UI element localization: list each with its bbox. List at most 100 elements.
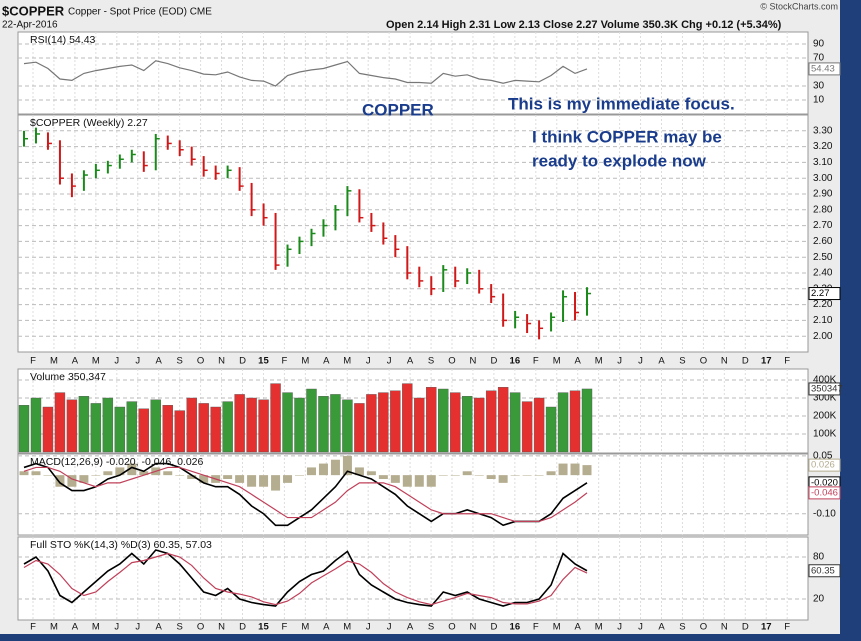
x-tick-label: F — [281, 356, 287, 367]
value-marker — [808, 382, 841, 396]
x-tick-label: O — [448, 356, 455, 367]
histogram-bar — [546, 471, 556, 476]
panel — [17, 368, 809, 454]
histogram-bar — [558, 463, 568, 476]
line — [23, 466, 588, 523]
y-tick-label: 2.80 — [813, 204, 833, 215]
y-tick-label: 3.30 — [813, 125, 833, 136]
volume-bar — [30, 397, 42, 453]
x-tick-label: 17 — [761, 622, 772, 633]
histogram-bar — [318, 463, 328, 476]
symbol: $COPPER — [2, 3, 65, 18]
volume-bar — [114, 406, 126, 453]
x-tick-label: F — [784, 622, 790, 633]
x-tick-label: S — [679, 622, 685, 633]
x-tick-label: D — [239, 356, 246, 367]
histogram-bar — [79, 475, 89, 483]
x-tick-label: M — [92, 622, 100, 633]
x-tick-label: S — [176, 356, 182, 367]
x-tick-label: A — [407, 622, 414, 633]
x-tick-label: N — [218, 356, 225, 367]
volume-bar — [366, 394, 377, 453]
x-tick-label: F — [281, 622, 287, 633]
histogram-bar — [354, 467, 364, 476]
histogram-bar — [378, 475, 388, 479]
value-marker-label: 0.026 — [811, 460, 835, 471]
histogram-bar — [247, 475, 257, 487]
histogram-bar — [390, 475, 400, 483]
histogram-bar — [582, 465, 592, 476]
volume-bar — [581, 388, 593, 453]
y-tick-label: 2.00 — [813, 331, 833, 342]
volume-bar — [54, 392, 66, 453]
x-tick-label: S — [428, 356, 434, 367]
y-tick-label: 90 — [813, 39, 825, 50]
x-tick-label: J — [617, 622, 622, 633]
panel-title: $COPPER (Weekly) 2.27 — [30, 117, 148, 129]
histogram-bar — [115, 467, 125, 476]
line — [23, 552, 588, 606]
histogram-bar — [163, 471, 173, 476]
y-tick-label: 2.70 — [813, 220, 833, 231]
x-tick-label: M — [553, 356, 561, 367]
histogram-bar — [426, 475, 436, 487]
volume-bar — [18, 405, 30, 453]
volume-bar — [390, 390, 401, 453]
quote: Open 2.14 High 2.31 Low 2.13 Close 2.27 … — [386, 19, 782, 31]
volume-bar — [497, 387, 509, 453]
x-tick-label: N — [470, 622, 477, 633]
histogram-bar — [450, 475, 460, 476]
y-tick-label: 2.50 — [813, 252, 833, 263]
histogram-bar — [570, 463, 580, 476]
histogram-bar — [271, 475, 281, 491]
x-tick-label: 15 — [258, 356, 269, 367]
x-tick-label: O — [700, 622, 707, 633]
x-tick-label: D — [742, 356, 749, 367]
histogram-bar — [474, 475, 484, 476]
x-tick-label: M — [343, 622, 351, 633]
volume-bar — [342, 399, 353, 453]
volume-bar — [414, 397, 425, 453]
histogram-bar — [67, 475, 77, 487]
histogram-bar — [43, 475, 53, 476]
volume-bar — [521, 401, 533, 453]
value-marker-label: 60.35 — [811, 565, 835, 576]
date: 22-Apr-2016 — [2, 20, 58, 31]
panel — [17, 114, 809, 353]
volume-bar — [485, 390, 497, 453]
volume-bar — [198, 403, 209, 453]
histogram-bar — [522, 475, 532, 476]
x-tick-label: N — [721, 622, 728, 633]
volume-bar — [282, 392, 293, 453]
x-tick-label: D — [742, 622, 749, 633]
x-tick-label: M — [595, 356, 603, 367]
y-tick-label: 10 — [813, 95, 825, 106]
histogram-bar — [462, 471, 472, 476]
x-tick-label: F — [30, 356, 36, 367]
x-tick-label: M — [50, 622, 58, 633]
y-tick-label: 80 — [813, 552, 825, 563]
y-tick-label: 70 — [813, 53, 825, 64]
x-tick-label: O — [700, 356, 707, 367]
x-tick-label: A — [156, 622, 163, 633]
x-tick-label: M — [343, 356, 351, 367]
histogram-bar — [342, 455, 352, 476]
y-tick-label: 3.20 — [813, 141, 833, 152]
x-tick-label: J — [114, 622, 119, 633]
histogram-bar — [103, 471, 113, 476]
histogram-bar — [330, 459, 340, 476]
annotation: I think COPPER may be — [532, 127, 722, 146]
volume-bar — [509, 392, 521, 453]
annotation: COPPER — [362, 100, 434, 119]
histogram-bar — [283, 475, 293, 483]
y-tick-label: 2.60 — [813, 236, 833, 247]
volume-bar — [270, 383, 281, 453]
histogram-bar — [127, 463, 137, 476]
y-tick-label: 30 — [813, 81, 825, 92]
x-tick-label: J — [114, 356, 119, 367]
volume-bar — [258, 399, 269, 453]
x-tick-label: F — [784, 356, 790, 367]
volume-bar — [294, 397, 305, 453]
x-tick-label: 16 — [510, 356, 521, 367]
x-tick-label: 17 — [761, 356, 772, 367]
